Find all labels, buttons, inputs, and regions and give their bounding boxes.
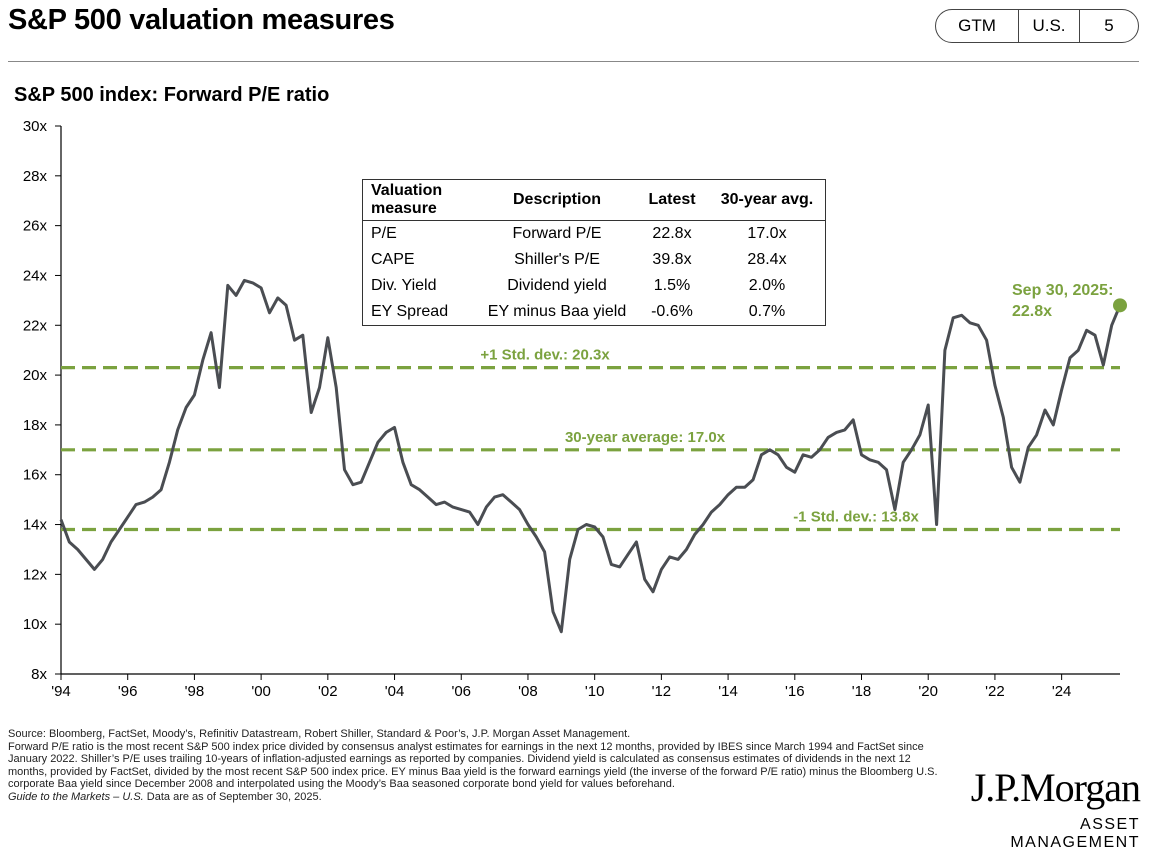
table-header-description: Description xyxy=(479,179,635,221)
table-cell: EY Spread xyxy=(371,303,449,320)
table-header-latest: Latest xyxy=(635,179,709,221)
guide-title: Guide to the Markets – U.S. xyxy=(8,790,144,803)
region-label: U.S. xyxy=(1019,10,1080,42)
y-tick-label: 22x xyxy=(23,317,48,334)
reference-line-label: 30-year average: 17.0x xyxy=(565,429,726,446)
table-cell: 0.7% xyxy=(748,303,786,320)
x-tick-label: '04 xyxy=(385,683,405,700)
table-cell: 2.0% xyxy=(748,277,786,294)
table-header-measure: Valuation measure xyxy=(362,179,479,221)
page-title: S&P 500 valuation measures xyxy=(8,4,395,36)
table-cell: 22.8x xyxy=(652,225,692,242)
y-tick-label: 18x xyxy=(23,417,48,434)
source-note: Source: Bloomberg, FactSet, Moody’s, Ref… xyxy=(8,728,631,740)
pe-ratio-line xyxy=(59,278,1122,634)
latest-value-label: 22.8x xyxy=(1012,303,1052,320)
page-number: 5 xyxy=(1104,16,1114,35)
chart-subtitle: S&P 500 index: Forward P/E ratio xyxy=(14,84,330,106)
x-tick-label: '16 xyxy=(785,683,805,700)
x-tick-label: '00 xyxy=(251,683,271,700)
table-cell: EY minus Baa yield xyxy=(487,303,627,320)
x-tick-label: '02 xyxy=(318,683,338,700)
gtm-label: GTM xyxy=(936,10,1019,42)
table-cell: 1.5% xyxy=(653,277,691,294)
table-row: Div. Yield Dividend yield 1.5% 2.0% xyxy=(363,273,826,299)
data-date: Data are as of September 30, 2025. xyxy=(146,790,322,803)
title-divider xyxy=(8,61,1139,62)
latest-value-marker xyxy=(1113,298,1127,313)
brand-subtitle: ASSET MANAGEMENT xyxy=(1010,816,1140,851)
y-tick-label: 30x xyxy=(23,118,48,135)
table-cell: Forward P/E xyxy=(512,225,602,242)
x-tick-label: '12 xyxy=(652,683,672,700)
table-cell: 39.8x xyxy=(652,251,692,268)
brand-name: J.P.Morgan xyxy=(970,765,1141,810)
footnotes: Source: Bloomberg, FactSet, Moody’s, Ref… xyxy=(8,728,948,804)
x-tick-label: '94 xyxy=(51,683,71,700)
table-row: EY Spread EY minus Baa yield -0.6% 0.7% xyxy=(363,299,826,326)
methodology-note: Forward P/E ratio is the most recent S&P… xyxy=(8,740,938,791)
y-tick-label: 28x xyxy=(23,168,48,185)
y-tick-label: 8x xyxy=(31,666,47,683)
y-tick-label: 26x xyxy=(23,218,48,235)
y-tick-label: 14x xyxy=(23,517,48,534)
table-cell: 17.0x xyxy=(747,225,787,242)
x-tick-label: '20 xyxy=(918,683,938,700)
table-cell: Shiller's P/E xyxy=(514,251,600,268)
valuation-table: Valuation measure Description Latest 30-… xyxy=(362,179,826,326)
reference-line-label: -1 Std. dev.: 13.8x xyxy=(793,509,919,526)
x-tick-label: '24 xyxy=(1052,683,1072,700)
table-cell: -0.6% xyxy=(651,303,693,320)
x-tick-label: '96 xyxy=(118,683,138,700)
x-tick-label: '08 xyxy=(518,683,538,700)
x-tick-label: '18 xyxy=(852,683,872,700)
table-row: CAPE Shiller's P/E 39.8x 28.4x xyxy=(363,247,826,273)
table-header-avg: 30-year avg. xyxy=(709,179,826,221)
y-tick-label: 20x xyxy=(23,367,48,384)
table-cell: 28.4x xyxy=(747,251,787,268)
x-tick-label: '10 xyxy=(585,683,605,700)
table-cell: CAPE xyxy=(371,251,415,268)
pe-ratio-chart: 8x 10x 12x 14x 16x 18x 20x 22x 24x 26x 28x 30x '94 '9… xyxy=(23,118,1127,700)
as-of-note: Guide to the Markets – U.S. Data are as … xyxy=(8,791,948,804)
y-tick-label: 24x xyxy=(23,267,48,284)
x-tick-label: '98 xyxy=(185,683,205,700)
jpmorgan-logo: J.P.Morgan ASSET MANAGEMENT xyxy=(960,765,1141,852)
table-cell: Div. Yield xyxy=(371,277,437,294)
table-row: P/E Forward P/E 22.8x 17.0x xyxy=(363,221,826,248)
y-tick-label: 10x xyxy=(23,616,48,633)
table-cell: P/E xyxy=(371,225,397,242)
table-cell: Dividend yield xyxy=(507,277,607,294)
y-tick-label: 16x xyxy=(23,467,48,484)
x-tick-label: '22 xyxy=(985,683,1005,700)
x-tick-label: '14 xyxy=(718,683,738,700)
y-tick-label: 12x xyxy=(23,566,48,583)
x-tick-label: '06 xyxy=(451,683,471,700)
table-header-row: Valuation measure Description Latest 30-… xyxy=(362,179,826,221)
reference-line-label: +1 Std. dev.: 20.3x xyxy=(480,347,610,364)
gtm-badge: GTM U.S. 5 xyxy=(935,9,1139,43)
latest-date-label: Sep 30, 2025: xyxy=(1012,282,1113,299)
